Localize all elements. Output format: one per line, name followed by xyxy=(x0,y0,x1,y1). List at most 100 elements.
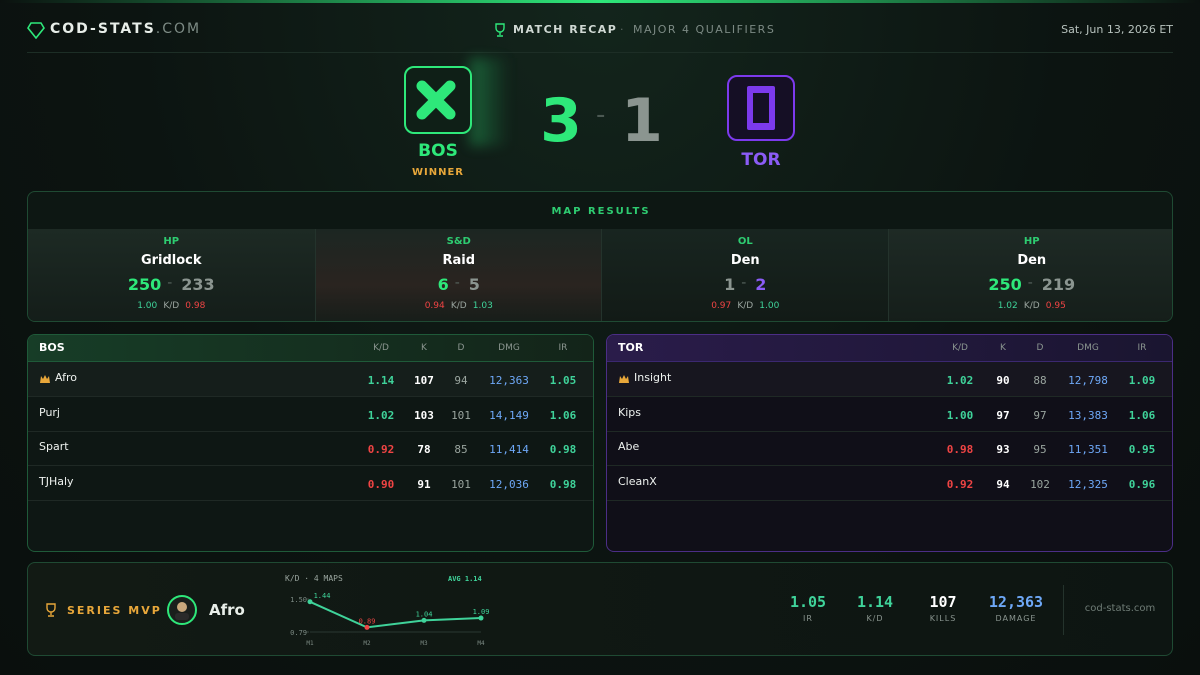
map-score: 219 xyxy=(1041,275,1076,294)
trophy-icon xyxy=(46,603,56,617)
column-header: DMG xyxy=(1077,343,1099,353)
kd-label: K/D xyxy=(163,301,180,311)
column-header: DMG xyxy=(498,343,520,353)
player-name: Insight xyxy=(634,371,672,384)
stat-label: IR xyxy=(803,614,813,623)
stat-cell: 12,798 xyxy=(1068,374,1108,387)
y-tick-label: 0.79 xyxy=(290,629,307,637)
map-score: 233 xyxy=(181,275,215,294)
stat-cell: 0.98 xyxy=(549,478,577,492)
stat-cell: 1.02 xyxy=(367,408,395,422)
brand-suffix: .COM xyxy=(155,21,202,37)
stat-cell: 11,414 xyxy=(489,443,529,457)
map-card: OL Den 1-2 0.97 K/D 1.00 xyxy=(601,229,889,321)
player-row: Kips 1.00 97 97 13,383 1.06 xyxy=(607,397,1172,432)
stat-label: DAMAGE xyxy=(995,614,1037,623)
stat-cell: 107 xyxy=(414,374,434,387)
map-card: HP Gridlock 250-233 1.00 K/D 0.98 xyxy=(28,229,315,321)
brand-icon xyxy=(27,22,45,39)
map-results-title: MAP RESULTS xyxy=(551,206,651,217)
stat-cell: 78 xyxy=(417,443,431,457)
stat-cell: 97 xyxy=(1033,408,1047,422)
player-name: CleanX xyxy=(618,475,657,489)
footer-link: cod-stats.com xyxy=(1084,603,1156,614)
map-score: 2 xyxy=(755,275,767,294)
column-header: K/D xyxy=(952,343,968,353)
stat-cell: 13,383 xyxy=(1068,408,1108,422)
stat-cell: 1.00 xyxy=(946,408,974,422)
tor-logo xyxy=(727,75,795,141)
crown-icon xyxy=(40,375,50,383)
map-name: Raid xyxy=(442,253,476,268)
stat-cell: 88 xyxy=(1033,374,1047,387)
column-header: K xyxy=(1000,343,1006,353)
stat-value: 1.05 xyxy=(789,593,827,611)
stat-cell: 90 xyxy=(996,374,1010,387)
brand: COD-STATS.COM xyxy=(50,21,201,37)
table-header: BOS K/D K D DMG IR xyxy=(28,335,593,362)
stat-cell: 94 xyxy=(454,374,468,387)
stat-cell: 91 xyxy=(417,478,431,492)
kd-label: K/D xyxy=(737,301,754,311)
map-mode: S&D xyxy=(446,236,471,247)
stat-cell: 14,149 xyxy=(489,408,529,422)
stat-cell: 12,363 xyxy=(489,374,529,387)
mvp-avatar xyxy=(167,595,197,625)
x-tick-label: M4 xyxy=(477,640,485,647)
team2-name: TOR xyxy=(741,150,781,170)
player-name: Kips xyxy=(618,405,641,419)
x-tick-label: M1 xyxy=(306,640,314,647)
mvp-player: Afro xyxy=(209,601,245,619)
map-score: 1 xyxy=(724,275,736,294)
x-tick-label: M2 xyxy=(363,640,371,647)
stat-label: KILLS xyxy=(929,614,957,623)
team1-name: BOS xyxy=(418,141,458,161)
stat-cell: 0.90 xyxy=(367,478,395,492)
date: Sat, Jun 13, 2026 ET xyxy=(1061,23,1173,36)
map-score: 6 xyxy=(437,275,449,294)
winner-badge: WINNER xyxy=(411,167,465,178)
column-header: IR xyxy=(558,343,568,353)
mvp-label: SERIES MVP xyxy=(67,604,162,617)
map-results: MAP RESULTS HP Gridlock 250-233 1.00 K/D 0.98… xyxy=(27,191,1173,322)
player-row: Afro 1.14 107 94 12,363 1.05 xyxy=(28,362,593,397)
score-dash: - xyxy=(454,275,460,291)
top-accent xyxy=(0,0,1200,3)
map-score: 250 xyxy=(988,275,1022,294)
stat-cell: 12,325 xyxy=(1068,478,1108,492)
team1-score: 3 xyxy=(540,86,582,156)
player-row: Abe 0.98 93 95 11,351 0.95 xyxy=(607,431,1172,467)
stat-cell: 85 xyxy=(454,443,468,457)
map-kd: 0.94 xyxy=(424,301,445,311)
stat-cell: 94 xyxy=(996,478,1010,492)
stat-label: K/D xyxy=(866,614,884,623)
stat-cell: 95 xyxy=(1033,443,1047,457)
player-row: CleanX 0.92 94 102 12,325 0.96 xyxy=(607,466,1172,502)
map-mode: OL xyxy=(737,236,753,247)
x-tick-label: M3 xyxy=(420,640,428,647)
column-header: K/D xyxy=(373,343,389,353)
stat-cell: 103 xyxy=(414,408,434,422)
kd-label: K/D xyxy=(450,301,467,311)
stat-value: 12,363 xyxy=(988,593,1044,611)
kd-label: K/D xyxy=(1023,301,1040,311)
map-kd: 0.98 xyxy=(185,301,206,311)
player-row: Insight 1.02 90 88 12,798 1.09 xyxy=(607,362,1172,397)
map-kd: 0.95 xyxy=(1045,301,1066,311)
chart-avg: AVG 1.14 xyxy=(448,575,482,583)
player-row: Spart 0.92 78 85 11,414 0.98 xyxy=(28,431,593,467)
point-label: 1.09 xyxy=(473,608,490,616)
map-name: Den xyxy=(730,253,760,268)
map-mode: HP xyxy=(1023,236,1040,247)
map-kd: 1.02 xyxy=(997,301,1018,311)
point-label: 1.44 xyxy=(314,592,331,600)
stat-cell: 93 xyxy=(996,443,1010,457)
team2-score: 1 xyxy=(621,86,663,156)
crown-icon xyxy=(619,375,629,383)
table-header: TOR K/D K D DMG IR xyxy=(607,335,1172,362)
score-dash: - xyxy=(1027,275,1033,291)
brand-name: COD-STATS xyxy=(50,21,156,37)
team-label: BOS xyxy=(39,341,65,354)
map-score: 5 xyxy=(468,275,480,294)
stat-cell: 1.09 xyxy=(1128,374,1156,387)
